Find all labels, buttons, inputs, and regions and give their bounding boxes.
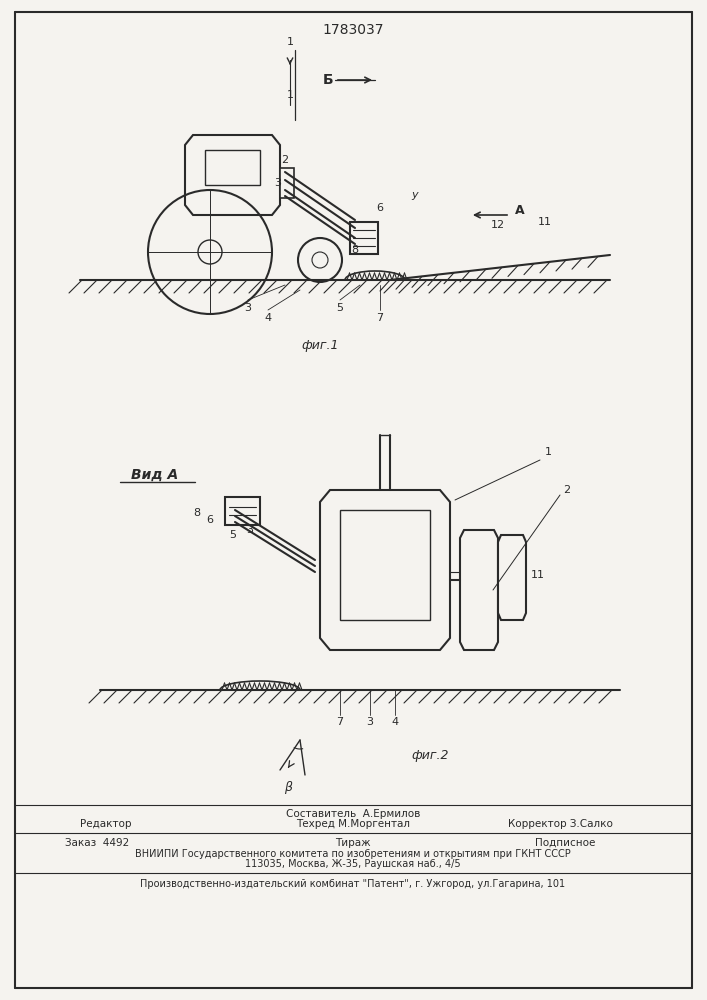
Text: Подписное: Подписное [534,838,595,848]
Polygon shape [498,535,526,620]
Text: фиг.2: фиг.2 [411,748,449,762]
Text: 5: 5 [230,530,237,540]
Text: А: А [515,204,525,217]
Text: 2: 2 [281,155,288,165]
Polygon shape [320,490,450,650]
Text: Техред М.Моргентал: Техред М.Моргентал [296,819,410,829]
Text: 3: 3 [245,303,252,313]
Text: 6: 6 [206,515,214,525]
Text: 113035, Москва, Ж-35, Раушская наб., 4/5: 113035, Москва, Ж-35, Раушская наб., 4/5 [245,859,461,869]
Polygon shape [460,530,498,650]
Text: 8: 8 [351,245,358,255]
Text: 3: 3 [247,525,254,535]
Text: ВНИИПИ Государственного комитета по изобретениям и открытиям при ГКНТ СССР: ВНИИПИ Государственного комитета по изоб… [135,849,571,859]
Text: y: y [411,190,419,200]
Text: Производственно-издательский комбинат "Патент", г. Ужгород, ул.Гагарина, 101: Производственно-издательский комбинат "П… [141,879,566,889]
Text: фиг.1: фиг.1 [301,338,339,352]
Text: Вид А: Вид А [132,468,179,482]
Bar [225,497,260,525]
Text: 11: 11 [538,217,552,227]
Text: 1: 1 [544,447,551,457]
Text: 2: 2 [563,485,571,495]
Text: Составитель  А.Ермилов: Составитель А.Ермилов [286,809,420,819]
Bar [340,510,430,620]
Text: Б: Б [322,73,333,87]
Text: Заказ  4492: Заказ 4492 [65,838,129,848]
Text: 4: 4 [264,313,271,323]
Text: 11: 11 [531,570,545,580]
Text: 5: 5 [337,303,344,313]
Text: Тираж: Тираж [335,838,370,848]
Text: Корректор З.Салко: Корректор З.Салко [508,819,612,829]
Text: 7: 7 [376,313,384,323]
Polygon shape [185,135,280,215]
Bar [280,168,294,198]
Text: 1: 1 [286,37,293,47]
Text: 3: 3 [366,717,373,727]
Text: 1: 1 [286,90,293,100]
Text: 3: 3 [274,178,281,188]
Bar [205,150,260,185]
Text: 1783037: 1783037 [322,23,384,37]
Text: β: β [284,782,292,794]
Text: 4: 4 [392,717,399,727]
Text: 8: 8 [194,508,201,518]
Bar [350,222,378,254]
Text: Редактор: Редактор [80,819,132,829]
Text: 12: 12 [491,220,505,230]
Text: 7: 7 [337,717,344,727]
Text: 6: 6 [377,203,383,213]
